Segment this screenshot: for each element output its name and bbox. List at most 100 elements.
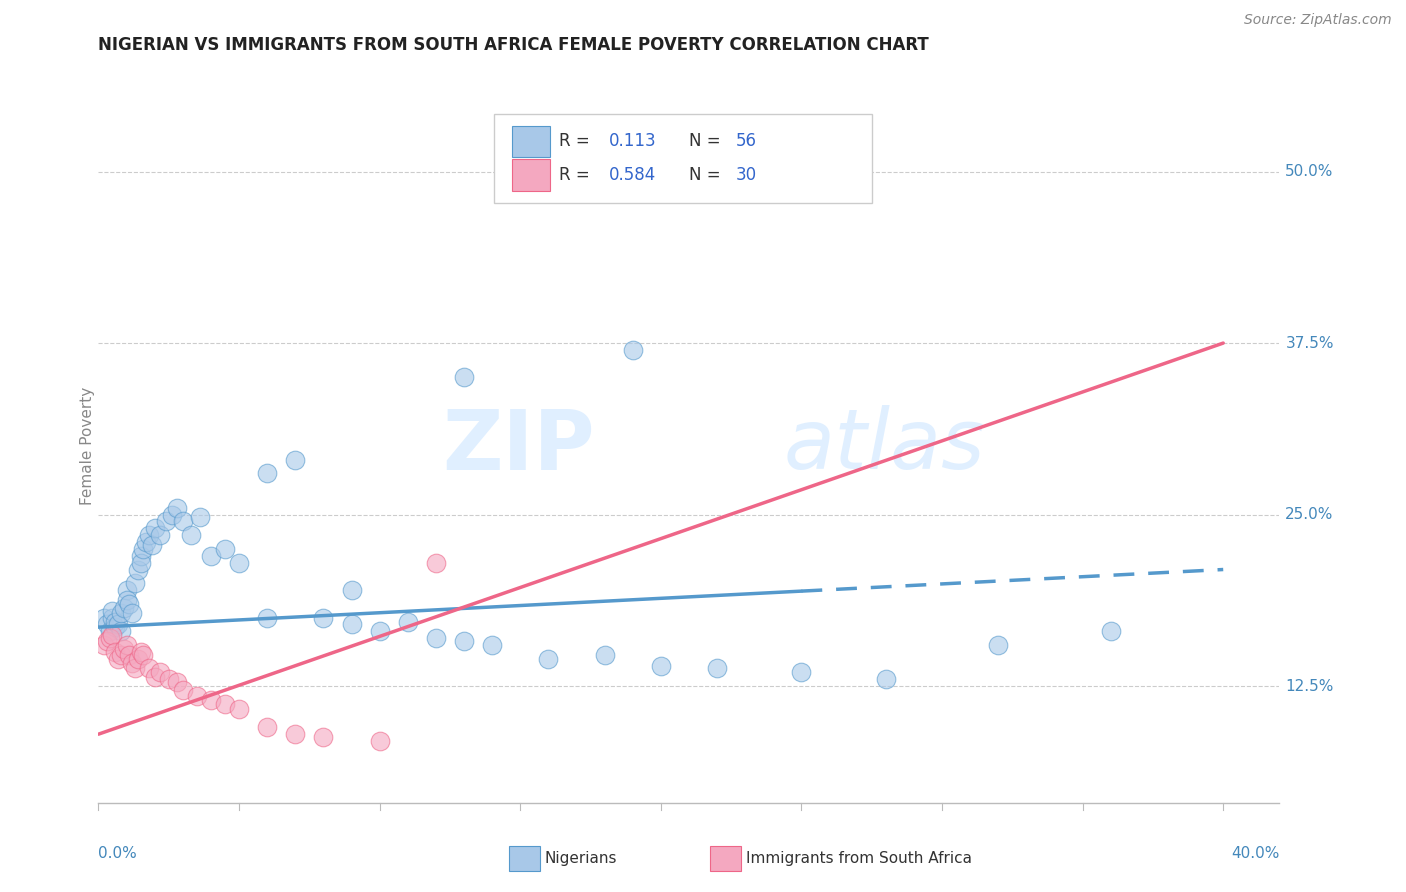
Point — [124, 576, 146, 591]
Point — [396, 615, 419, 629]
Point — [127, 651, 149, 665]
Text: 25.0%: 25.0% — [1285, 508, 1334, 522]
Point — [256, 467, 278, 481]
Point — [124, 661, 146, 675]
Text: 37.5%: 37.5% — [1285, 335, 1334, 351]
Point — [1099, 624, 1122, 639]
Point — [340, 617, 363, 632]
Text: ZIP: ZIP — [441, 406, 595, 486]
Point — [118, 648, 141, 662]
Point — [129, 645, 152, 659]
Point — [987, 638, 1010, 652]
Text: 50.0%: 50.0% — [1285, 164, 1334, 179]
Point — [107, 651, 129, 665]
Point — [132, 541, 155, 556]
Point — [110, 624, 132, 639]
Point — [593, 648, 616, 662]
Point — [110, 607, 132, 621]
Text: 56: 56 — [737, 132, 758, 150]
Point — [284, 727, 307, 741]
Text: 0.0%: 0.0% — [98, 846, 138, 861]
Point — [149, 528, 172, 542]
Point — [98, 624, 121, 639]
Point — [453, 370, 475, 384]
Point — [121, 607, 143, 621]
Point — [214, 697, 236, 711]
Text: Source: ZipAtlas.com: Source: ZipAtlas.com — [1244, 13, 1392, 28]
Point — [200, 549, 222, 563]
Point — [129, 556, 152, 570]
Point — [186, 689, 208, 703]
Text: Immigrants from South Africa: Immigrants from South Africa — [745, 851, 972, 866]
Point — [188, 510, 211, 524]
Point — [790, 665, 813, 680]
FancyBboxPatch shape — [494, 114, 872, 203]
FancyBboxPatch shape — [512, 126, 550, 157]
Point — [138, 661, 160, 675]
Point — [340, 583, 363, 598]
Point — [129, 549, 152, 563]
Point — [284, 452, 307, 467]
Point — [143, 669, 166, 683]
Point — [256, 720, 278, 734]
Point — [112, 601, 135, 615]
Point — [104, 615, 127, 629]
Point — [107, 617, 129, 632]
Point — [96, 633, 118, 648]
Point — [256, 610, 278, 624]
Point — [312, 730, 335, 744]
Point — [93, 638, 115, 652]
Point — [132, 648, 155, 662]
Text: atlas: atlas — [783, 406, 986, 486]
Point — [149, 665, 172, 680]
Point — [875, 673, 897, 687]
Point — [115, 592, 138, 607]
Point — [650, 658, 672, 673]
Text: 40.0%: 40.0% — [1232, 846, 1279, 861]
Point — [101, 604, 124, 618]
Text: 12.5%: 12.5% — [1285, 679, 1334, 694]
Point — [368, 624, 391, 639]
Point — [214, 541, 236, 556]
FancyBboxPatch shape — [509, 847, 540, 871]
Point — [104, 620, 127, 634]
Point — [172, 683, 194, 698]
Point — [115, 583, 138, 598]
Point — [200, 693, 222, 707]
Point — [453, 633, 475, 648]
Point — [312, 610, 335, 624]
Point — [96, 617, 118, 632]
Text: 0.113: 0.113 — [609, 132, 657, 150]
Text: N =: N = — [689, 166, 725, 184]
Text: Nigerians: Nigerians — [546, 851, 617, 866]
Text: 0.584: 0.584 — [609, 166, 655, 184]
Point — [118, 597, 141, 611]
Point — [127, 562, 149, 576]
Point — [143, 521, 166, 535]
Point — [228, 556, 250, 570]
Point — [110, 648, 132, 662]
Point — [180, 528, 202, 542]
Point — [101, 628, 124, 642]
Point — [481, 638, 503, 652]
Point — [115, 638, 138, 652]
Point — [166, 675, 188, 690]
Point — [121, 656, 143, 670]
Point — [104, 645, 127, 659]
Point — [537, 651, 560, 665]
Point — [93, 610, 115, 624]
Text: 30: 30 — [737, 166, 758, 184]
Point — [157, 673, 180, 687]
Point — [621, 343, 644, 357]
Point — [141, 538, 163, 552]
Point — [228, 702, 250, 716]
FancyBboxPatch shape — [710, 847, 741, 871]
Point — [155, 515, 177, 529]
Text: N =: N = — [689, 132, 725, 150]
Point — [112, 642, 135, 657]
Point — [368, 734, 391, 748]
Text: NIGERIAN VS IMMIGRANTS FROM SOUTH AFRICA FEMALE POVERTY CORRELATION CHART: NIGERIAN VS IMMIGRANTS FROM SOUTH AFRICA… — [98, 36, 929, 54]
FancyBboxPatch shape — [512, 159, 550, 191]
Text: R =: R = — [560, 132, 595, 150]
Point — [98, 631, 121, 645]
